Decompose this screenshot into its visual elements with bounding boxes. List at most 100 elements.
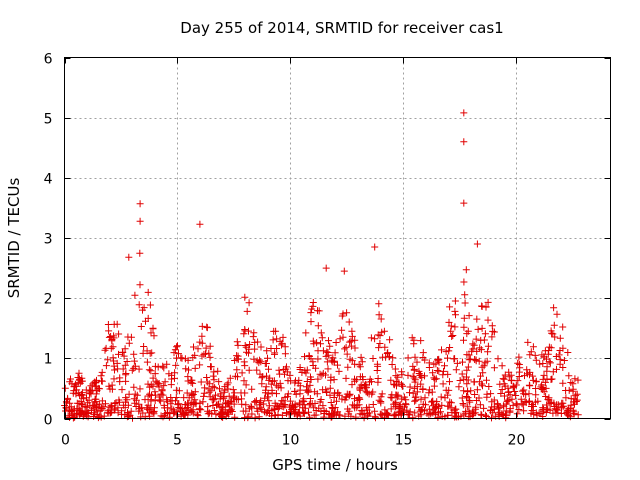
data-point — [351, 336, 359, 344]
data-point — [373, 360, 381, 368]
data-point — [188, 408, 196, 416]
data-point — [391, 410, 399, 418]
data-point — [387, 376, 395, 384]
data-points — [61, 109, 582, 422]
data-point — [344, 363, 352, 371]
data-point — [215, 378, 223, 386]
data-point — [410, 365, 418, 373]
y-tick-label: 0 — [44, 413, 53, 429]
data-point — [483, 393, 491, 401]
data-point — [168, 397, 176, 405]
data-point — [507, 376, 515, 384]
data-point — [355, 361, 363, 369]
data-point — [205, 349, 213, 357]
data-point — [508, 395, 516, 403]
data-point — [365, 403, 373, 411]
data-point — [225, 410, 233, 418]
data-point — [316, 370, 324, 378]
data-point — [326, 342, 334, 350]
data-point — [125, 253, 133, 261]
data-point — [196, 361, 204, 369]
data-point — [431, 375, 439, 383]
data-point — [499, 411, 507, 419]
data-point — [376, 340, 384, 347]
data-point — [265, 402, 273, 410]
data-point — [451, 323, 459, 331]
data-point — [477, 336, 485, 344]
data-point — [210, 376, 218, 384]
data-point — [242, 407, 250, 415]
data-point — [542, 393, 550, 400]
data-point — [168, 371, 176, 379]
data-point — [160, 364, 168, 372]
data-point — [387, 405, 395, 413]
data-point — [567, 379, 575, 386]
data-point — [331, 404, 339, 411]
data-point — [207, 387, 215, 395]
data-point — [484, 298, 492, 306]
data-point — [381, 406, 389, 414]
data-point — [245, 366, 253, 374]
data-point — [170, 409, 178, 417]
data-point — [545, 347, 553, 354]
data-point — [268, 389, 276, 397]
data-point — [327, 373, 335, 381]
data-point — [528, 403, 535, 410]
data-point — [441, 394, 449, 402]
data-point — [545, 394, 553, 402]
data-point — [446, 398, 454, 406]
data-point — [217, 410, 225, 418]
data-point — [352, 413, 360, 421]
data-point — [547, 327, 555, 335]
data-point — [432, 360, 440, 368]
data-point — [245, 345, 253, 353]
data-point — [534, 397, 542, 405]
data-point — [391, 365, 399, 373]
data-point — [200, 350, 208, 358]
data-point — [446, 378, 453, 386]
data-point — [303, 378, 311, 385]
data-point — [458, 370, 466, 378]
data-point — [369, 388, 377, 396]
data-point — [445, 386, 453, 394]
data-point — [274, 383, 282, 391]
data-point — [110, 334, 118, 342]
data-point — [488, 322, 496, 330]
data-point — [317, 340, 324, 348]
data-point — [441, 362, 448, 370]
data-point — [191, 364, 199, 372]
data-point — [325, 337, 332, 345]
data-point — [411, 353, 419, 361]
data-point — [444, 354, 451, 362]
data-point — [150, 332, 158, 340]
data-point — [473, 315, 481, 323]
data-point — [109, 354, 117, 362]
data-point — [234, 352, 242, 360]
data-point — [372, 414, 379, 422]
data-point — [120, 352, 128, 360]
data-point — [383, 409, 390, 417]
data-point — [96, 385, 103, 393]
data-point — [557, 410, 565, 417]
data-point — [125, 339, 133, 347]
data-point — [67, 403, 75, 411]
data-point — [149, 324, 157, 332]
y-tick-label: 2 — [44, 292, 53, 308]
data-point — [425, 411, 433, 419]
data-point — [237, 389, 245, 397]
data-point — [539, 404, 547, 412]
data-point — [204, 403, 212, 411]
data-point — [499, 375, 507, 383]
data-point — [532, 391, 540, 399]
data-point — [281, 343, 289, 351]
data-point — [478, 380, 486, 388]
data-point — [174, 342, 181, 350]
data-point — [375, 344, 383, 352]
y-tick-label: 4 — [44, 172, 53, 188]
data-point — [396, 401, 404, 409]
data-point — [543, 367, 551, 375]
data-point — [147, 367, 155, 375]
data-point — [267, 345, 275, 352]
data-point — [472, 335, 480, 343]
data-point — [97, 372, 105, 380]
